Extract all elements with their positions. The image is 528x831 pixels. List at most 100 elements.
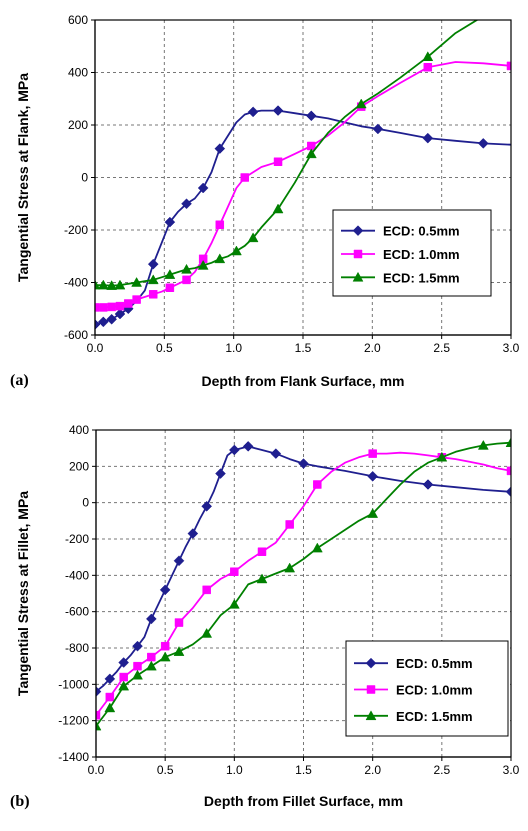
y-tick-label: 0 <box>81 171 88 185</box>
data-point-1 <box>147 258 159 270</box>
plot-border <box>94 19 512 336</box>
x-tick-label: 1.0 <box>225 341 242 355</box>
data-point-3 <box>104 702 116 713</box>
data-point-3 <box>114 279 126 290</box>
legend-label-2: ECD: 1.0mm <box>396 683 473 698</box>
data-point-1 <box>197 182 209 194</box>
data-point-2 <box>119 672 128 682</box>
data-point-1 <box>247 106 259 118</box>
data-point-1 <box>298 458 309 469</box>
y-tick-label: -800 <box>65 641 89 655</box>
data-point-1 <box>118 657 130 668</box>
data-point-2 <box>115 301 125 311</box>
data-point-2 <box>506 466 511 476</box>
data-point-2 <box>165 283 175 292</box>
legend-marker-3 <box>365 710 377 721</box>
data-point-1 <box>106 313 117 325</box>
data-point-3 <box>132 669 143 680</box>
y-tick-label: -600 <box>64 328 88 342</box>
data-point-2 <box>133 661 142 671</box>
data-point-1 <box>187 528 199 539</box>
legend-marker-2 <box>366 685 376 694</box>
data-point-2 <box>285 520 294 529</box>
data-point-2 <box>313 480 322 489</box>
legend-label-3: ECD: 1.5mm <box>383 270 460 285</box>
legend-marker-3 <box>352 271 364 282</box>
data-point-3 <box>367 508 379 518</box>
data-point-3 <box>284 562 296 573</box>
data-point-3 <box>214 253 226 264</box>
data-point-2 <box>124 299 133 308</box>
chart-panel-a: 0.0 0.5 1.0 1.5 2.0 2.5 3.0 -600 -400 -200 0 200 400… <box>10 13 520 389</box>
data-point-1 <box>201 500 213 512</box>
legend: ECD: 0.5mm ECD: 1.0mm ECD: 1.5mm <box>345 640 509 737</box>
x-axis-title: Depth from Flank Surface, mm <box>201 373 404 389</box>
data-point-1 <box>422 132 434 144</box>
panel-label: (b) <box>10 793 30 810</box>
data-point-1 <box>422 479 434 490</box>
data-point-1 <box>505 486 511 498</box>
data-point-3 <box>247 232 259 243</box>
data-point-2 <box>368 449 377 458</box>
data-point-3 <box>164 269 176 279</box>
data-point-2 <box>148 290 158 299</box>
panel-label: (a) <box>10 372 29 389</box>
data-point-1 <box>159 584 171 596</box>
data-point-1 <box>215 468 226 479</box>
data-point-3 <box>131 276 143 287</box>
y-tick-label: -1200 <box>58 714 89 728</box>
data-point-1 <box>173 555 185 567</box>
x-tick-label: 0.5 <box>157 763 174 777</box>
legend-label-1: ECD: 0.5mm <box>396 656 473 671</box>
x-tick-label: 2.5 <box>433 341 450 355</box>
legend: ECD: 0.5mm ECD: 1.0mm ECD: 1.5mm <box>332 209 492 297</box>
legend-marker-1 <box>352 225 364 237</box>
data-point-3 <box>305 148 317 159</box>
data-point-3 <box>477 439 489 450</box>
data-point-1 <box>95 319 101 330</box>
x-tick-label: 0.5 <box>156 341 173 355</box>
data-point-3 <box>118 680 130 691</box>
data-point-3 <box>147 274 159 285</box>
data-point-2 <box>240 173 250 182</box>
y-axis-title: Tangential Stress at Fillet, MPa <box>15 491 31 696</box>
data-point-3 <box>436 451 448 462</box>
data-point-3 <box>173 646 185 656</box>
legend-label-1: ECD: 0.5mm <box>383 224 460 239</box>
data-point-3 <box>97 279 109 290</box>
y-tick-label: 400 <box>68 66 88 80</box>
data-point-3 <box>505 437 511 447</box>
data-point-1 <box>372 123 384 135</box>
data-point-1 <box>145 613 157 625</box>
data-point-2 <box>160 641 170 651</box>
y-tick-label: -1000 <box>58 677 89 691</box>
y-tick-label: -200 <box>64 223 88 237</box>
data-point-3 <box>311 542 323 553</box>
data-point-1 <box>270 448 282 459</box>
y-tick-label: 400 <box>69 423 89 437</box>
data-point-1 <box>181 198 192 210</box>
data-point-2 <box>147 652 156 662</box>
series-group <box>96 437 511 731</box>
data-point-2 <box>198 254 208 264</box>
y-tick-label: 0 <box>82 496 89 510</box>
chart-panel-b: 0.0 0.5 1.0 1.5 2.0 2.5 3.0 -1400 -1200 -1000 -800… <box>10 423 520 810</box>
data-point-3 <box>159 651 171 662</box>
data-point-2 <box>99 303 108 312</box>
data-point-3 <box>197 259 209 270</box>
data-point-2 <box>230 567 239 576</box>
series-group <box>95 20 511 330</box>
data-point-1 <box>104 673 116 685</box>
data-point-1 <box>367 470 379 482</box>
y-tick-label: -200 <box>65 532 89 546</box>
x-axis-title: Depth from Fillet Surface, mm <box>204 793 403 809</box>
x-tick-label: 3.0 <box>503 763 520 777</box>
data-point-3 <box>95 279 101 290</box>
data-point-3 <box>231 245 242 256</box>
data-point-3 <box>201 627 213 638</box>
legend-marker-2 <box>353 249 363 259</box>
data-point-3 <box>355 98 367 109</box>
data-point-3 <box>256 573 268 584</box>
data-point-3 <box>228 598 240 609</box>
